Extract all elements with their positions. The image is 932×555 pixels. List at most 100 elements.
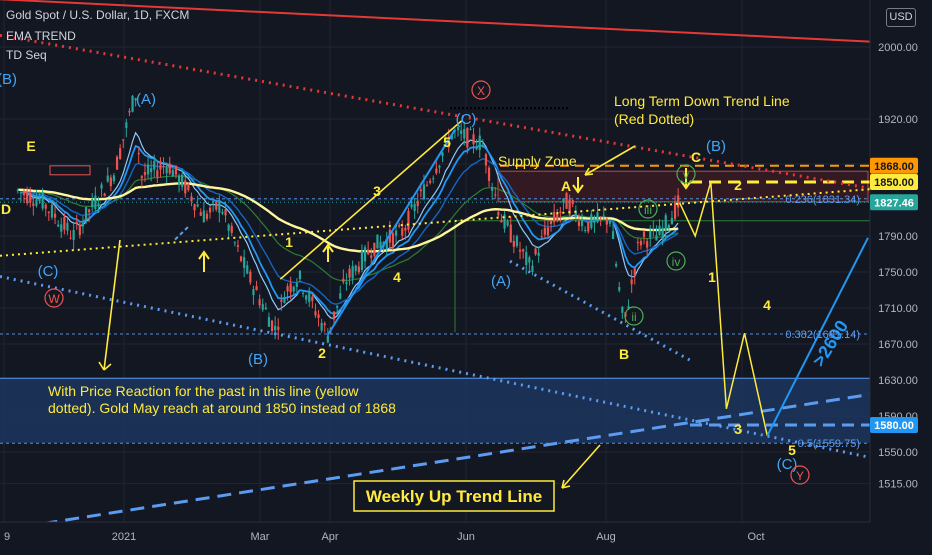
price-tag-box (870, 174, 918, 190)
candle-body (450, 134, 453, 140)
candle-body (652, 228, 655, 230)
long-term-down-trendline (0, 33, 871, 190)
candle-body (289, 283, 292, 293)
candle-body (187, 183, 190, 191)
wave-label: 4 (393, 269, 401, 285)
candle-body (153, 160, 156, 170)
currency-badge[interactable]: USD (886, 8, 916, 27)
candle-body (509, 224, 512, 243)
candle-body (543, 227, 546, 235)
wave-label: (A) (491, 273, 511, 290)
x-tick-label: Mar (251, 531, 270, 543)
wave-label: W (48, 292, 60, 306)
candle-body (283, 297, 286, 304)
indicator-td-seq[interactable]: TD Seq (6, 48, 47, 62)
candle-body (215, 201, 218, 210)
wave-label: E (26, 138, 35, 154)
candle-body (66, 222, 69, 231)
annotation-weekly-up-trend: Weekly Up Trend Line (366, 487, 542, 506)
candle-body (673, 202, 677, 219)
weekly-arrow-head (561, 479, 571, 489)
annotation-red-dotted: (Red Dotted) (614, 111, 694, 127)
candle-body (29, 192, 32, 203)
candle-body (323, 323, 326, 326)
price-tag-label: 1850.00 (874, 177, 914, 189)
candle-body (376, 234, 379, 249)
candle-body (165, 167, 168, 174)
candle-body (580, 220, 584, 227)
candle-body (50, 204, 54, 218)
candle-body (466, 128, 469, 148)
candle-body (44, 204, 47, 209)
candle-body (91, 198, 94, 208)
wave-label: (C) (777, 456, 798, 473)
candle-body (308, 291, 311, 302)
x-tick-label: Aug (596, 531, 616, 543)
candle-body (649, 230, 652, 238)
candle-body (438, 165, 441, 168)
wave-label: C (691, 149, 701, 165)
candle-body (32, 203, 35, 206)
candle-body (150, 168, 153, 173)
candle-body (540, 236, 543, 238)
candle-body (537, 252, 540, 256)
candle-body (584, 229, 587, 231)
chart-title: Gold Spot / U.S. Dollar, 1D, FXCM (6, 8, 190, 22)
candle-body (593, 218, 596, 224)
candle-body (463, 128, 466, 139)
candle-body (565, 193, 568, 209)
candle-body (258, 299, 261, 306)
candle-body (174, 165, 178, 175)
candle-body (456, 126, 460, 131)
wave-label: (B) (248, 351, 268, 368)
candle-body (363, 247, 367, 262)
projection-rally-line (766, 237, 869, 437)
candle-body (63, 217, 66, 230)
wave-label: 3 (373, 183, 381, 199)
candle-body (140, 176, 143, 179)
candle-body (16, 189, 19, 192)
supply-zone-old (49, 165, 91, 176)
candle-body (221, 211, 224, 214)
fib-level-label: 0.5(1559.75) (798, 438, 860, 450)
candle-body (633, 268, 636, 276)
candle-body (137, 152, 140, 155)
candle-body (177, 175, 181, 186)
candle-body (159, 164, 162, 170)
wave-label: Y (796, 469, 804, 483)
candle-body (239, 256, 243, 261)
indicator-ema-trend[interactable]: EMA TREND (6, 29, 76, 43)
candle-body (134, 98, 137, 101)
wave-label: 1 (708, 269, 716, 285)
candle-body (568, 199, 571, 215)
candle-body (115, 156, 119, 170)
wave-label-circle (666, 251, 686, 271)
candle-body (599, 216, 602, 218)
candle-body (615, 263, 618, 267)
candle-body (441, 152, 444, 157)
candle-body (531, 265, 534, 273)
ema-long-line (17, 181, 679, 253)
elliott-projection-path (678, 181, 769, 436)
candle-body (292, 286, 295, 292)
wave-label: (A) (136, 91, 156, 108)
candle-body (314, 311, 317, 316)
up-arrow-2-head (322, 243, 334, 253)
candle-body (534, 248, 537, 255)
fib-level-label: 0.382(1681.14) (785, 329, 860, 341)
candle-body (416, 200, 419, 207)
candle-body (60, 224, 63, 232)
wave-label: 5 (443, 134, 451, 150)
y-tick-label: 1790.00 (878, 231, 918, 243)
candle-body (218, 201, 221, 213)
wave-label: (C) (38, 263, 59, 280)
candle-body (494, 194, 497, 196)
candle-body (246, 265, 249, 274)
candle-body (469, 129, 472, 131)
candle-body (100, 184, 103, 189)
downtrend-note-arrow (584, 145, 636, 176)
wave-label: D (1, 201, 11, 217)
candle-body (112, 175, 116, 182)
candle-body (422, 184, 426, 200)
